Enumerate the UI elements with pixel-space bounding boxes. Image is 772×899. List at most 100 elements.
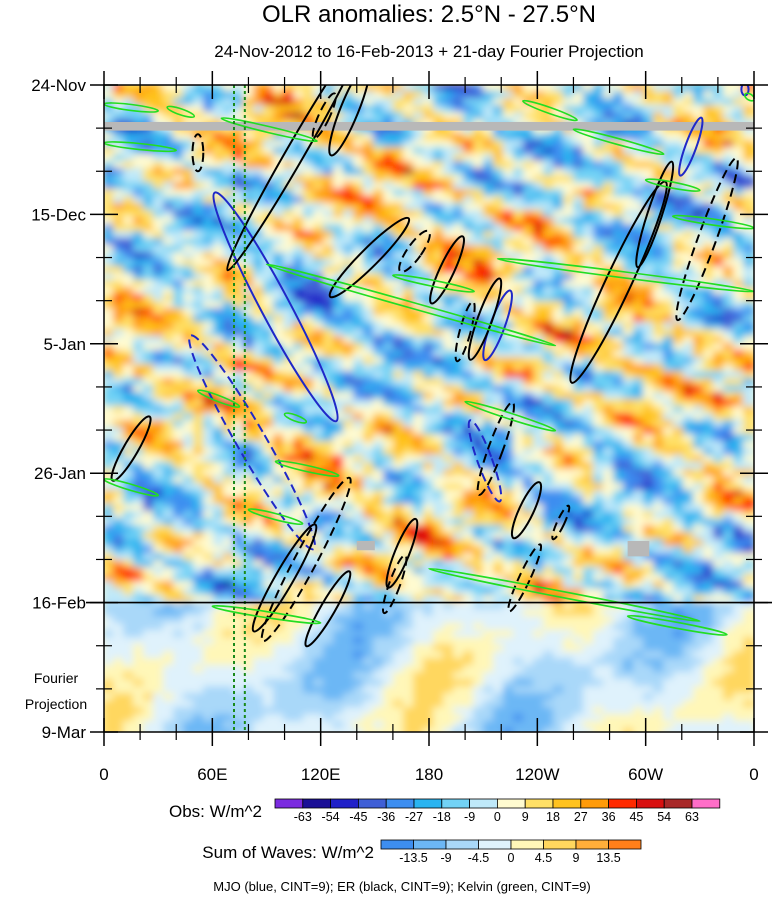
obs-colorbar: -63 -54 -45 -36 -27 -18 -9 0 9 18 27 36 45 54 63 — [274, 798, 721, 824]
kelvin-contour — [428, 567, 701, 623]
obs-colorbar-level-label: -18 — [433, 810, 451, 824]
er-contour — [635, 160, 675, 269]
waves-colorbar-level-label: 4.5 — [535, 851, 552, 865]
waves-colorbar-level-label: -9 — [440, 851, 451, 865]
er-contour — [510, 481, 543, 540]
kelvin-contour — [211, 604, 322, 625]
missing-data-patch — [356, 540, 375, 551]
mjo-contour — [467, 419, 503, 503]
missing-data-patch — [627, 540, 650, 557]
kelvin-contour — [671, 214, 754, 230]
obs-colorbar-swatch — [580, 798, 609, 809]
wave-contours — [104, 85, 754, 648]
obs-colorbar-swatch — [636, 798, 665, 809]
waves-colorbar-swatch — [478, 839, 512, 850]
kelvin-contour — [572, 128, 665, 156]
y-tick-label: 24-Nov — [31, 76, 86, 95]
obs-colorbar-level-label: 45 — [629, 810, 643, 824]
kelvin-contour — [464, 400, 557, 432]
er-contour — [328, 216, 411, 299]
obs-colorbar-swatch — [274, 798, 304, 809]
obs-colorbar-level-label: 54 — [657, 810, 671, 824]
x-tick-label: 0 — [99, 765, 108, 784]
er-contour — [251, 523, 318, 633]
obs-colorbar-level-label: 9 — [522, 810, 529, 824]
er-contour — [311, 92, 337, 140]
obs-colorbar-swatch — [691, 798, 721, 809]
waves-colorbar-level-label: -13.5 — [399, 851, 428, 865]
projection-label-line2: Projection — [25, 696, 87, 712]
waves-colorbar-swatch — [413, 839, 447, 850]
obs-colorbar-level-label: -27 — [405, 810, 423, 824]
obs-colorbar-swatch — [663, 798, 693, 809]
waves-colorbar-level-label: 13.5 — [596, 851, 620, 865]
kelvin-contour — [197, 389, 241, 408]
waves-colorbar-swatch — [380, 839, 414, 850]
waves-colorbar-swatch — [510, 839, 544, 850]
y-tick-label: 5-Jan — [43, 335, 86, 354]
obs-colorbar-level-label: -45 — [349, 810, 367, 824]
contours-kelvin — [104, 92, 754, 636]
kelvin-contour — [104, 102, 159, 113]
er-contour — [191, 133, 205, 173]
waves-colorbar-swatch — [608, 839, 642, 850]
waves-colorbar: -13.5 -9 -4.5 0 4.5 9 13.5 — [380, 839, 642, 865]
projection-label-line1: Fourier — [34, 670, 79, 686]
kelvin-contour — [283, 412, 308, 424]
contours-er — [110, 85, 739, 648]
kelvin-contour — [247, 508, 304, 526]
x-tick-label: 120W — [515, 765, 559, 784]
kelvin-contour — [522, 99, 578, 122]
kelvin-contour — [104, 478, 159, 497]
obs-colorbar-swatch — [524, 798, 554, 809]
obs-colorbar-level-label: -9 — [464, 810, 475, 824]
y-axis: 24-Nov 15-Dec 5-Jan 26-Jan 16-Feb 9-Mar — [31, 76, 768, 742]
obs-colorbar-level-label: 36 — [602, 810, 616, 824]
obs-colorbar-swatch — [330, 798, 359, 809]
er-contour — [507, 543, 543, 613]
waves-colorbar-swatch — [543, 839, 577, 850]
kelvin-contour — [265, 263, 557, 347]
x-tick-label: 0 — [749, 765, 758, 784]
waves-colorbar-swatch — [445, 839, 479, 850]
er-contour — [569, 180, 668, 384]
er-contour — [260, 476, 352, 643]
er-contour — [454, 300, 476, 363]
er-contour — [328, 85, 371, 157]
kelvin-contour — [166, 105, 196, 119]
obs-colorbar-level-label: -36 — [377, 810, 395, 824]
er-contour — [429, 235, 465, 305]
obs-colorbar-swatch — [357, 798, 387, 809]
obs-colorbar-level-label: 0 — [494, 810, 501, 824]
obs-colorbar-level-label: -54 — [322, 810, 340, 824]
contours-mjo — [188, 85, 750, 551]
contour-legend: MJO (blue, CINT=9); ER (black, CINT=9); … — [213, 879, 590, 894]
obs-colorbar-level-label: 27 — [574, 810, 588, 824]
chart-title: OLR anomalies: 2.5°N - 27.5°N — [262, 1, 596, 28]
obs-colorbar-swatch — [385, 798, 415, 809]
waves-colorbar-level-label: -4.5 — [468, 851, 490, 865]
x-tick-label: 60E — [197, 765, 227, 784]
obs-colorbar-swatch — [413, 798, 443, 809]
er-contour — [226, 85, 365, 272]
chart-subtitle: 24-Nov-2012 to 16-Feb-2013 + 21-day Four… — [214, 42, 644, 61]
er-contour — [675, 156, 739, 322]
obs-colorbar-swatch — [496, 798, 526, 809]
obs-colorbar-swatch — [552, 798, 582, 809]
olr-heatmap — [104, 85, 754, 732]
x-tick-label: 180 — [415, 765, 443, 784]
waves-colorbar-swatch — [575, 839, 609, 850]
y-tick-label: 26-Jan — [34, 464, 86, 483]
obs-colorbar-swatch — [469, 798, 498, 809]
er-contour — [467, 277, 503, 361]
y-tick-label: 15-Dec — [31, 205, 86, 224]
obs-colorbar-swatch — [441, 798, 470, 809]
missing-data-patch — [104, 121, 754, 131]
waves-colorbar-level-label: 9 — [573, 851, 580, 865]
kelvin-contour — [626, 614, 728, 636]
er-contour — [476, 401, 515, 496]
kelvin-contour — [392, 274, 475, 293]
obs-colorbar-level-label: 63 — [685, 810, 699, 824]
obs-colorbar-level-label: -63 — [294, 810, 312, 824]
